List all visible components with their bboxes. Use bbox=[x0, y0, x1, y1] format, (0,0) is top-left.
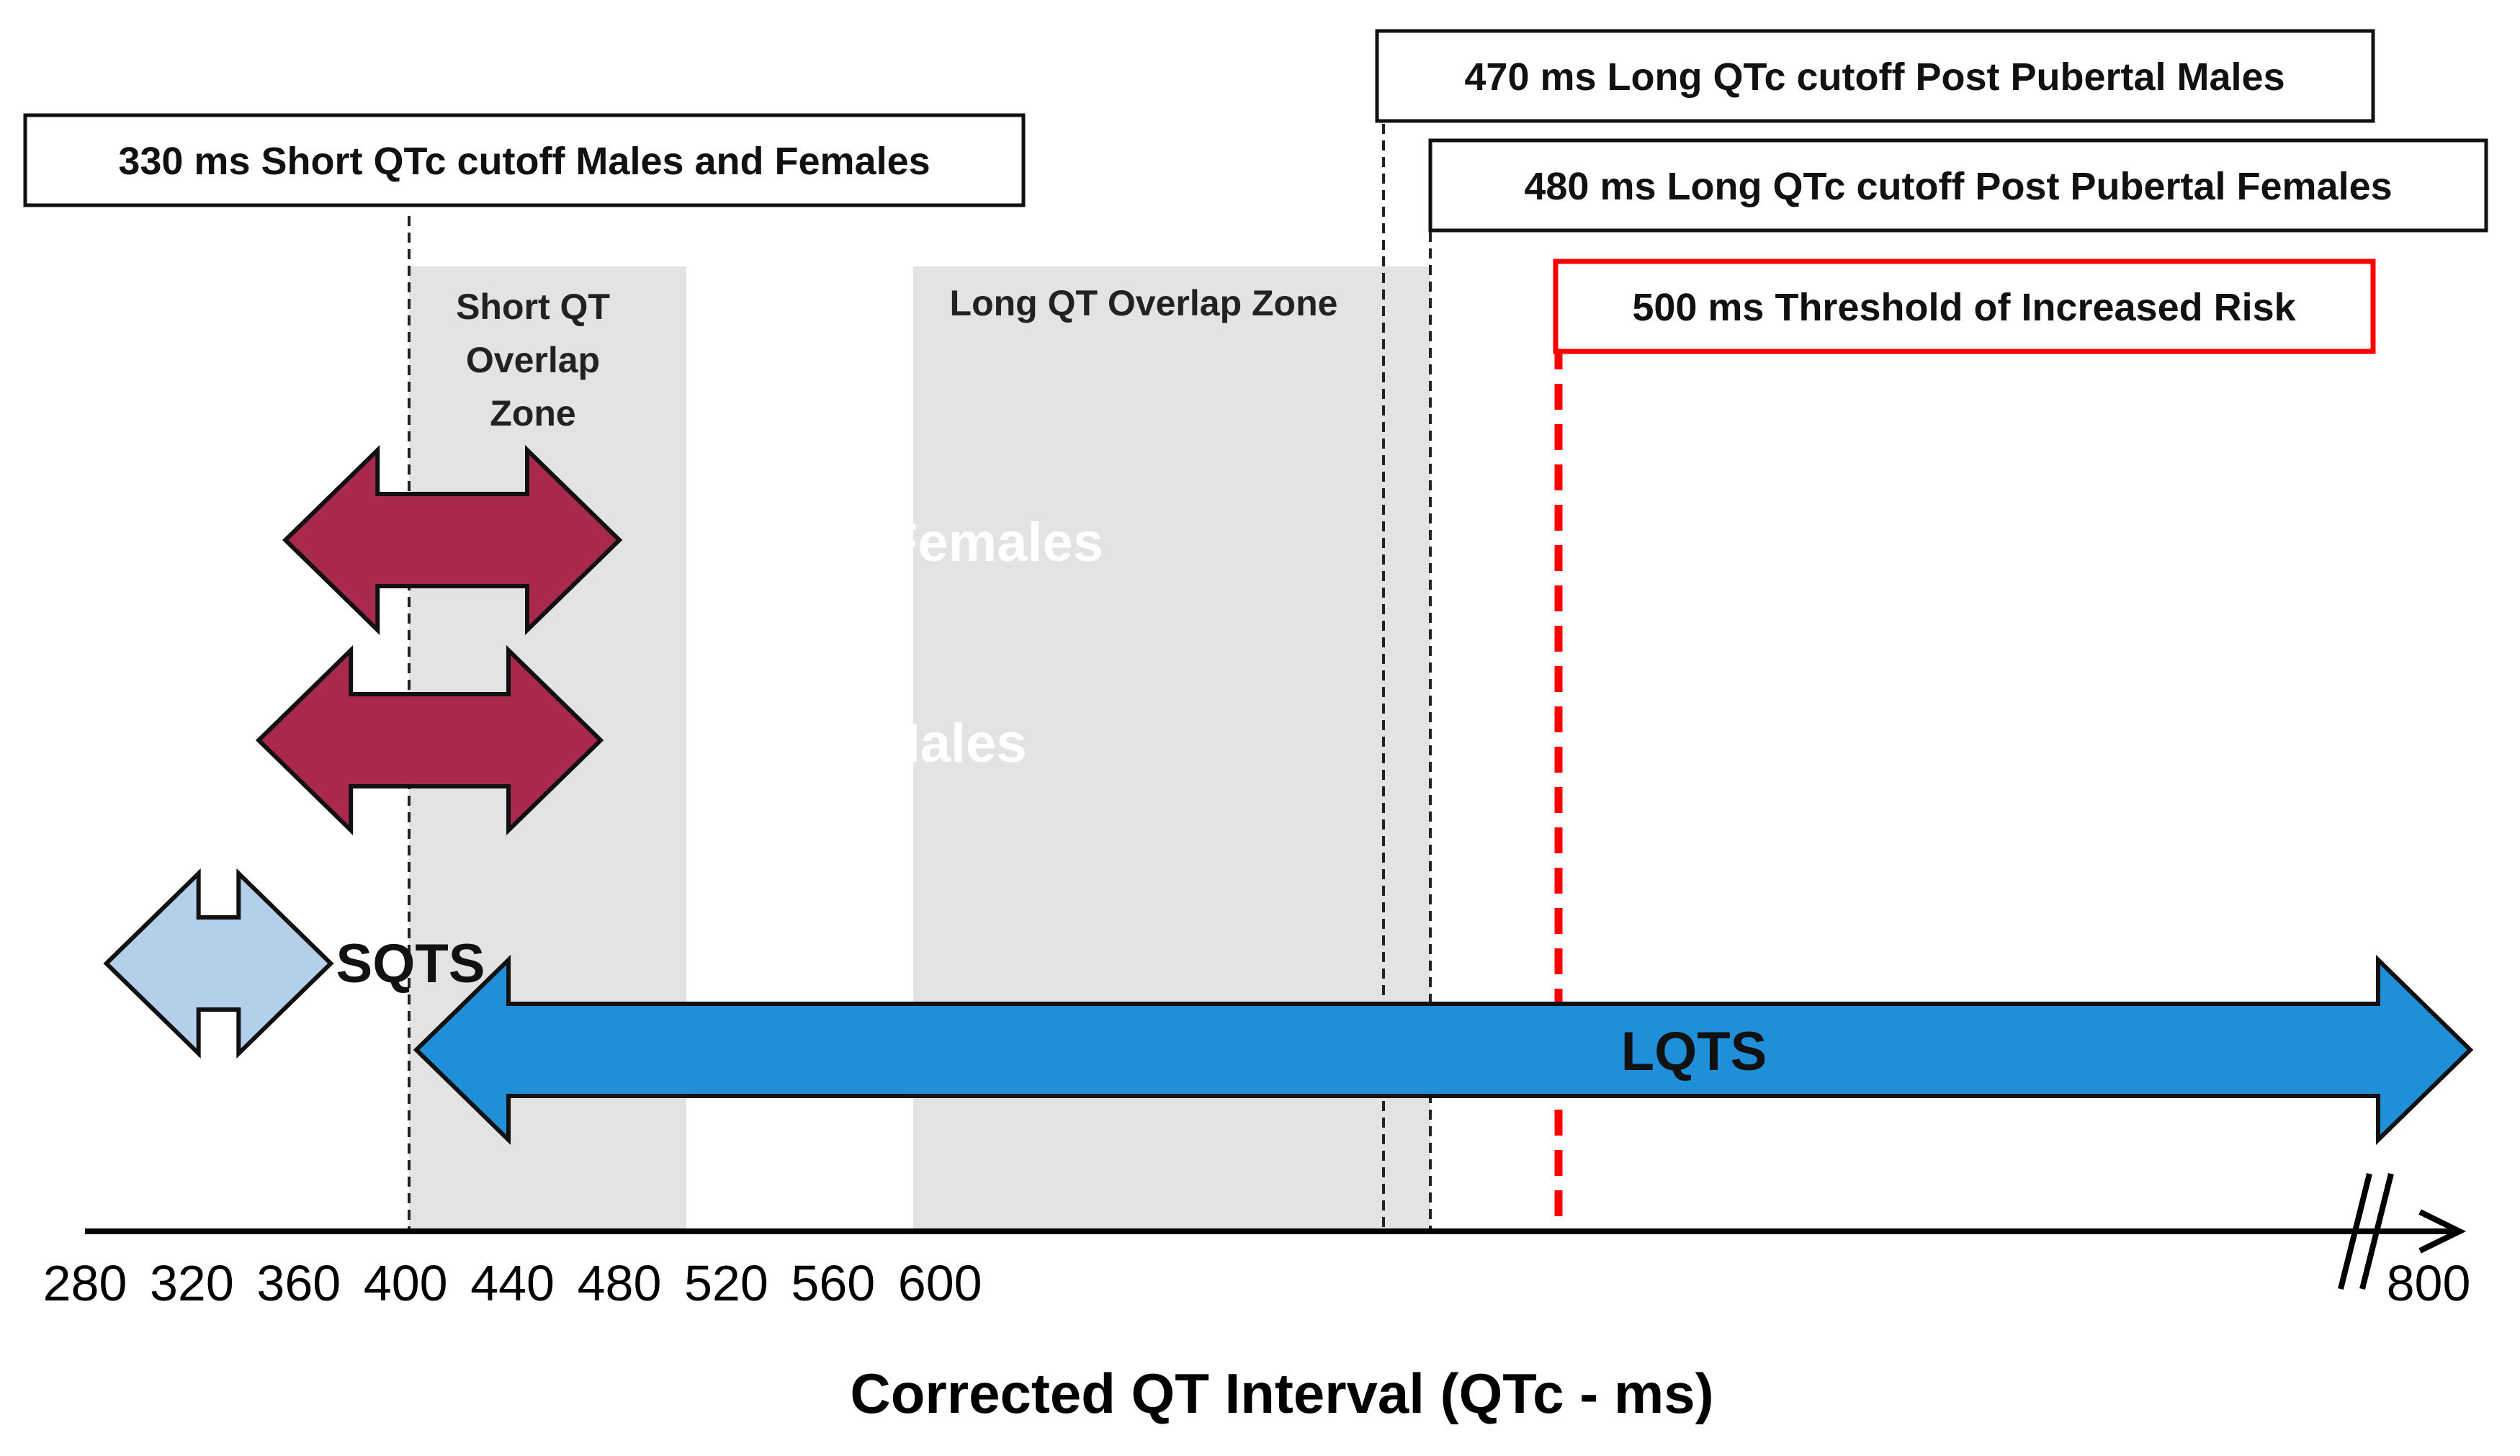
x-axis-tick-labels: 280 320 360 400 440 480 520 560 600 800 bbox=[43, 1255, 2471, 1311]
short-zone-label-line2: Overlap bbox=[466, 340, 600, 380]
sqts-arrow-label: SQTS bbox=[336, 933, 485, 994]
short-cutoff-box bbox=[23, 113, 1026, 207]
long-males-cutoff-box bbox=[1375, 29, 2375, 123]
axis-break-mark-2 bbox=[2359, 1173, 2394, 1290]
x-tick-label-440: 440 bbox=[470, 1255, 555, 1311]
short-zone-label-line3: Zone bbox=[490, 393, 575, 433]
sqts-arrow bbox=[103, 868, 334, 1059]
x-tick-label-320: 320 bbox=[150, 1255, 234, 1311]
x-axis-title: Corrected QT Interval (QTc - ms) bbox=[850, 1362, 1713, 1425]
short-cutoff-label: 330 ms Short QTc cutoff Males and Female… bbox=[118, 140, 930, 183]
short-zone-label-line1: Short QT bbox=[456, 287, 610, 327]
males-arrow-label: Males bbox=[874, 713, 1026, 774]
x-axis-arrowhead bbox=[2418, 1209, 2467, 1254]
x-tick-label-800: 800 bbox=[2387, 1255, 2471, 1311]
lqts-arrow-label: LQTS bbox=[1621, 1021, 1767, 1082]
x-tick-label-280: 280 bbox=[43, 1255, 127, 1311]
females-arrow bbox=[282, 444, 623, 636]
long-females-cutoff-label: 480 ms Long QTc cutoff Post Pubertal Fem… bbox=[1524, 165, 2392, 208]
risk-threshold-box bbox=[1553, 259, 2376, 354]
x-tick-label-560: 560 bbox=[791, 1255, 875, 1311]
x-tick-label-360: 360 bbox=[256, 1255, 341, 1311]
lqts-arrow bbox=[413, 954, 2474, 1146]
x-tick-label-520: 520 bbox=[684, 1255, 768, 1311]
axis-break-mark-1 bbox=[2338, 1173, 2372, 1290]
x-tick-label-480: 480 bbox=[578, 1255, 662, 1311]
x-tick-label-600: 600 bbox=[898, 1255, 982, 1311]
females-arrow-label: Females bbox=[884, 512, 1103, 573]
long-zone-label: Long QT Overlap Zone bbox=[950, 283, 1338, 323]
risk-threshold-label: 500 ms Threshold of Increased Risk bbox=[1632, 286, 2296, 329]
long-males-cutoff-label: 470 ms Long QTc cutoff Post Pubertal Mal… bbox=[1464, 55, 2284, 99]
x-tick-label-400: 400 bbox=[364, 1255, 448, 1311]
long-females-cutoff-box bbox=[1428, 138, 2488, 233]
males-arrow bbox=[255, 644, 604, 836]
